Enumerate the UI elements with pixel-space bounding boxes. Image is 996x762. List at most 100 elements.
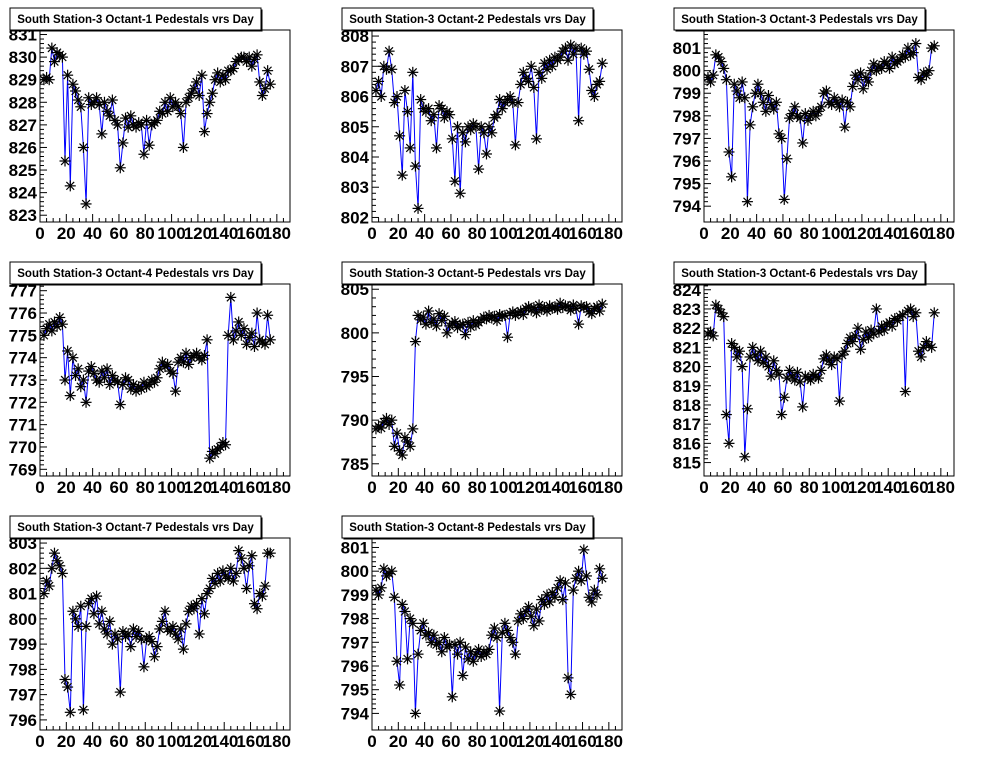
y-tick-label: 823 <box>9 206 37 225</box>
chart-title-text: South Station-3 Octant-8 Pedestals vrs D… <box>349 522 586 534</box>
x-tick-label: 140 <box>542 224 570 243</box>
data-point <box>778 193 790 205</box>
title-box <box>9 261 262 285</box>
marker-stroke <box>922 337 931 346</box>
data-point <box>56 318 68 330</box>
data-point <box>776 409 788 421</box>
marker-stroke <box>455 637 465 647</box>
data-point <box>486 127 498 139</box>
data-point <box>562 672 574 684</box>
data-point <box>847 80 859 92</box>
data-point <box>251 307 263 319</box>
y-tick-label: 769 <box>9 460 37 479</box>
marker-stroke <box>708 70 718 80</box>
marker-stroke <box>108 371 117 380</box>
marker-stroke <box>168 368 178 378</box>
marker-stroke <box>745 120 755 130</box>
y-tick-label: 802 <box>341 208 369 227</box>
marker-stroke <box>144 632 154 641</box>
data-point <box>755 87 767 99</box>
marker-stroke <box>403 107 412 116</box>
y-tick-label: 802 <box>9 559 37 578</box>
marker-stroke <box>877 321 886 331</box>
marker-stroke <box>390 442 399 451</box>
marker-stroke <box>113 120 122 130</box>
marker-stroke <box>236 553 246 563</box>
data-point <box>159 605 171 617</box>
data-point <box>899 386 911 398</box>
y-tick-label: 801 <box>9 585 37 604</box>
marker-stroke <box>437 104 447 113</box>
marker-stroke <box>903 43 913 53</box>
data-point <box>227 334 239 346</box>
y-tick-label: 800 <box>9 610 37 629</box>
chart-panel-4: 0 20 40 60 80 1001201401601807697707717727737… <box>9 261 291 497</box>
marker-stroke <box>724 439 734 448</box>
data-point <box>596 572 608 584</box>
marker-stroke <box>55 313 65 322</box>
chart-panel-8: 0 20 40 60 80 1001201401601807947957967977987… <box>341 515 623 751</box>
marker-stroke <box>142 116 151 125</box>
marker-stroke <box>79 375 88 385</box>
marker-stroke <box>397 600 407 609</box>
data-point <box>77 141 89 153</box>
data-point <box>762 361 774 373</box>
y-tick-label: 774 <box>9 349 38 368</box>
data-point <box>238 323 250 335</box>
x-tick-label: 140 <box>542 478 570 497</box>
marker-stroke <box>81 398 91 407</box>
x-tick-label: 0 <box>35 732 44 751</box>
marker-stroke <box>73 622 83 631</box>
data-point <box>575 575 587 587</box>
marker-stroke <box>94 619 104 629</box>
marker-stroke <box>384 46 394 56</box>
data-point <box>201 588 213 600</box>
x-tick-label: 180 <box>263 478 291 497</box>
marker-stroke <box>63 346 72 356</box>
data-point <box>565 688 577 700</box>
data-point <box>454 187 466 199</box>
marker-stroke <box>866 325 876 335</box>
marker-stroke <box>68 79 78 89</box>
marker-stroke <box>505 633 515 642</box>
data-point <box>88 608 100 620</box>
marker-stroke <box>424 104 433 113</box>
marker-stroke <box>714 52 723 62</box>
marker-stroke <box>92 591 101 601</box>
data-point <box>404 440 416 452</box>
marker-stroke <box>906 304 915 314</box>
marker-stroke <box>929 308 939 318</box>
marker-stroke <box>81 199 91 209</box>
marker-stroke <box>453 649 462 659</box>
marker-stroke <box>716 57 726 66</box>
data-point <box>423 305 435 317</box>
data-point <box>760 105 772 117</box>
x-tick-label: 140 <box>542 732 570 751</box>
marker-stroke <box>181 619 191 629</box>
y-axis: 794 795 796 797 798 799 800 801 <box>341 537 379 723</box>
data-point <box>488 622 500 634</box>
x-tick-label: 180 <box>927 478 955 497</box>
marker-stroke <box>258 591 267 601</box>
marker-stroke <box>505 92 515 101</box>
data-point <box>820 85 832 97</box>
marker-stroke <box>55 561 65 571</box>
data-point <box>530 603 542 615</box>
data-point <box>459 329 471 341</box>
data-point <box>409 160 421 172</box>
marker-stroke <box>779 195 789 204</box>
data-point <box>138 661 150 673</box>
data-point <box>536 72 548 84</box>
marker-stroke <box>537 74 547 83</box>
data-point <box>40 588 50 600</box>
marker-stroke <box>60 675 70 684</box>
marker-stroke <box>73 95 83 105</box>
marker-stroke <box>840 122 850 132</box>
data-point <box>151 641 163 653</box>
data-point <box>509 648 521 660</box>
marker-stroke <box>47 43 57 53</box>
marker-stroke <box>500 619 510 628</box>
data-point <box>246 327 258 339</box>
marker-stroke <box>382 414 391 423</box>
